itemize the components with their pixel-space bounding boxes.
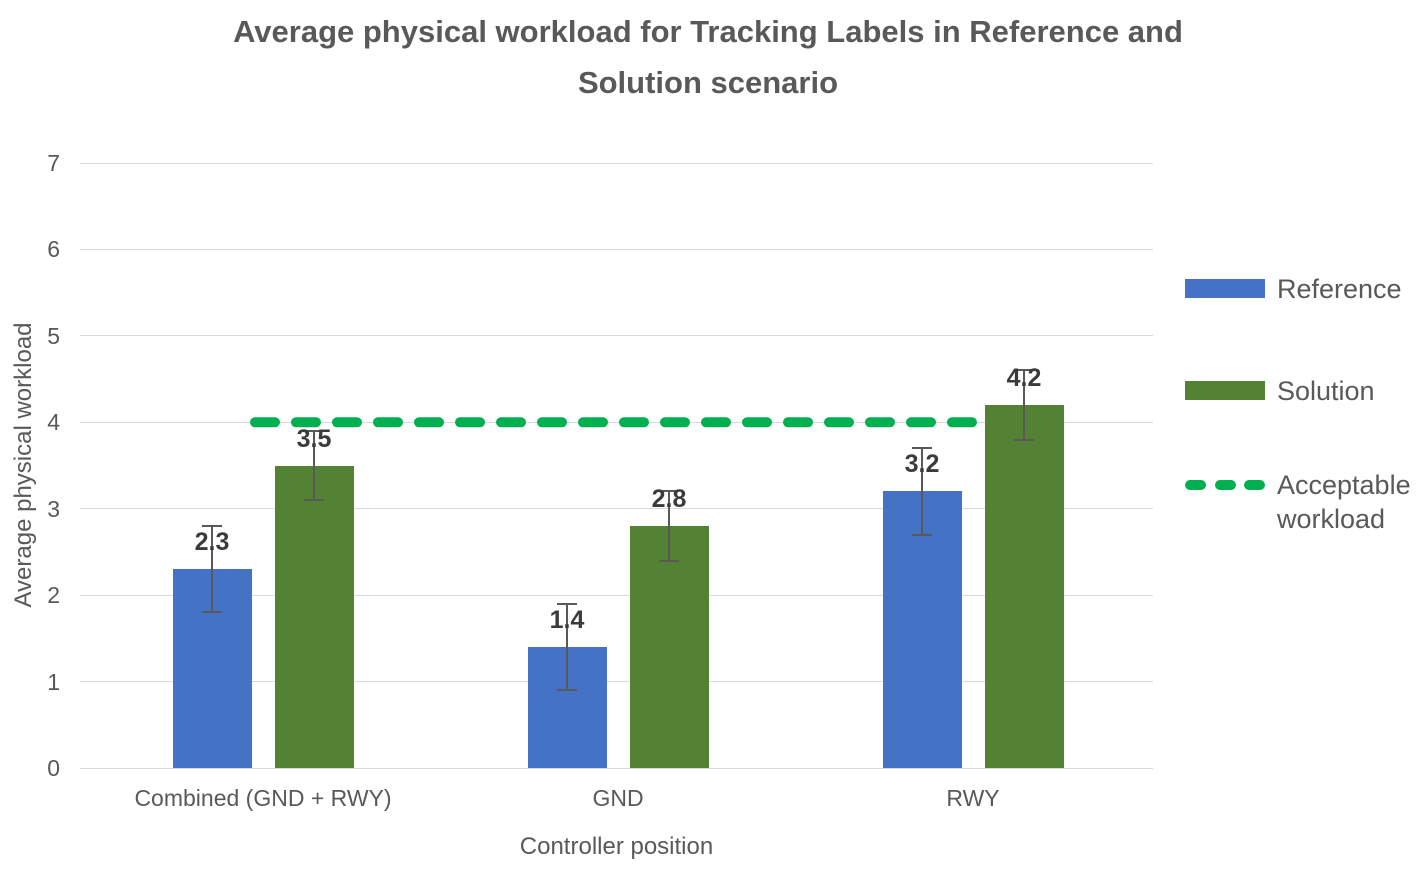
gridline-y7 — [80, 162, 1153, 164]
bar-solution-2 — [984, 405, 1064, 768]
gridline-y5 — [80, 335, 1153, 337]
y-axis-title: Average physical workload — [10, 322, 37, 608]
gridline-y6 — [80, 248, 1153, 250]
error-bar-cap-bottom — [659, 559, 679, 562]
chart-title-line1: Average physical workload for Tracking L… — [233, 14, 1183, 49]
error-bar — [921, 448, 923, 535]
data-label: 4.2 — [1006, 364, 1042, 392]
error-bar-cap-bottom — [912, 533, 932, 536]
bar-solution-0 — [274, 465, 354, 768]
error-bar-cap-top — [659, 490, 679, 493]
data-label: 2.8 — [651, 485, 687, 513]
data-label: 1.4 — [549, 606, 585, 634]
y-tick-label: 6 — [47, 236, 60, 263]
bar-reference-2 — [882, 491, 962, 768]
reference-swatch-icon — [1185, 279, 1265, 298]
legend-label-reference: Reference — [1277, 274, 1402, 304]
error-bar-cap-bottom — [557, 689, 577, 692]
y-tick-label: 5 — [47, 322, 60, 349]
error-bar — [211, 526, 213, 613]
y-tick-label: 2 — [47, 582, 60, 609]
error-bar-cap-top — [304, 429, 324, 432]
error-bar-cap-top — [202, 525, 222, 527]
data-label: 3.2 — [904, 450, 940, 479]
error-bar — [313, 430, 315, 501]
acceptable-workload-line — [250, 417, 990, 428]
gridline-y0 — [80, 767, 1153, 769]
x-category-label: GND — [592, 785, 644, 811]
error-bar-cap-top — [1014, 369, 1034, 372]
y-tick-label: 7 — [47, 150, 60, 176]
gridline-y1 — [80, 681, 1153, 683]
plot-area: 0 1 2 3 4 5 6 7 Combined (GND + RWY) GND RWY 2.3 1.4… — [47, 150, 1153, 811]
legend-label-solution: Solution — [1277, 376, 1375, 406]
bar-solution-1 — [629, 526, 709, 768]
legend-item-reference: Reference — [1185, 272, 1402, 306]
error-bar-cap-bottom — [202, 611, 222, 614]
data-label: 3.5 — [296, 424, 332, 453]
error-bar-cap-bottom — [1014, 438, 1034, 441]
x-axis-title: Controller position — [519, 833, 714, 860]
legend-item-acceptable: Acceptable workload — [1185, 468, 1411, 536]
error-bar — [668, 491, 670, 561]
gridline-y4 — [80, 421, 1153, 423]
x-category-label: RWY — [946, 785, 1000, 811]
error-bar — [566, 603, 568, 691]
error-bar — [1023, 370, 1025, 440]
error-bar-cap-top — [557, 602, 577, 605]
y-tick-label: 0 — [47, 755, 60, 781]
error-bar-cap-bottom — [304, 499, 324, 502]
y-tick-label: 4 — [47, 409, 60, 436]
acceptable-workload-dash-icon — [1185, 480, 1265, 490]
legend-item-solution: Solution — [1185, 374, 1375, 408]
chart-title: Average physical workload for Tracking L… — [0, 6, 1416, 108]
legend-label-acceptable: Acceptable workload — [1277, 470, 1411, 534]
x-category-label: Combined (GND + RWY) — [134, 785, 392, 811]
y-tick-label: 3 — [47, 495, 60, 522]
solution-swatch-icon — [1185, 381, 1265, 400]
data-label: 2.3 — [194, 528, 230, 557]
y-tick-label: 1 — [47, 668, 60, 695]
chart-title-line2: Solution scenario — [577, 65, 839, 100]
gridline-y3 — [80, 508, 1153, 510]
gridline-y2 — [80, 594, 1153, 596]
error-bar-cap-top — [912, 447, 932, 450]
